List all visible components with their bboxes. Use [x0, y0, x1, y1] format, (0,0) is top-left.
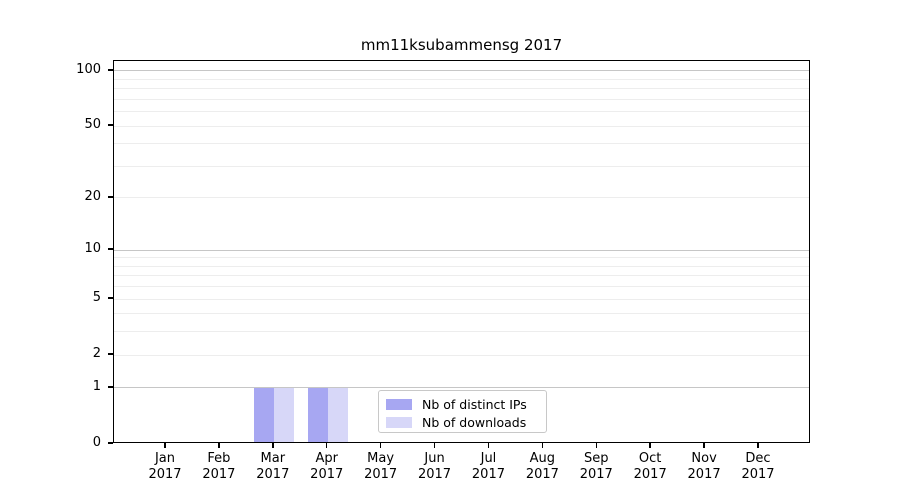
y-tick-mark	[108, 386, 113, 388]
bar-distinct-ips	[253, 387, 274, 442]
y-minor-gridline	[114, 165, 809, 167]
y-tick-mark	[108, 196, 113, 198]
bar-distinct-ips	[307, 387, 328, 442]
legend-swatch-downloads	[386, 417, 412, 428]
legend: Nb of distinct IPs Nb of downloads	[378, 390, 547, 433]
y-tick-mark	[108, 124, 113, 126]
y-minor-gridline	[114, 286, 809, 288]
x-tick-label: Jul 2017	[471, 451, 505, 482]
x-tick-label: Sep 2017	[579, 451, 613, 482]
x-tick-label: Oct 2017	[633, 451, 667, 482]
y-tick-mark	[108, 297, 113, 299]
y-minor-gridline	[114, 275, 809, 277]
legend-label: Nb of downloads	[422, 415, 527, 430]
y-minor-gridline	[114, 78, 809, 80]
x-tick-label: Nov 2017	[687, 451, 721, 482]
legend-label: Nb of distinct IPs	[422, 397, 527, 412]
x-tick-label: Dec 2017	[741, 451, 775, 482]
y-minor-gridline	[114, 143, 809, 145]
y-minor-gridline	[114, 313, 809, 315]
x-tick-mark	[379, 443, 382, 448]
y-minor-gridline	[114, 331, 809, 333]
legend-row: Nb of downloads	[386, 414, 538, 431]
x-tick-label: Mar 2017	[256, 451, 290, 482]
y-major-gridline	[114, 70, 809, 72]
y-tick-label: 50	[84, 117, 101, 133]
x-tick-mark	[541, 443, 544, 448]
x-tick-label: Jan 2017	[148, 451, 182, 482]
bar-downloads	[273, 387, 294, 442]
y-tick-mark	[108, 69, 113, 71]
y-major-gridline	[114, 387, 809, 389]
y-tick-mark	[108, 442, 113, 444]
y-tick-label: 2	[92, 346, 101, 362]
y-minor-gridline	[114, 98, 809, 100]
y-tick-label: 10	[84, 241, 101, 257]
y-tick-label: 5	[92, 290, 101, 306]
y-minor-gridline	[114, 265, 809, 267]
x-tick-label: Feb 2017	[202, 451, 236, 482]
y-minor-gridline	[114, 88, 809, 90]
x-tick-mark	[757, 443, 759, 448]
y-major-gridline	[114, 249, 809, 251]
y-tick-mark	[108, 248, 113, 250]
chart-title: mm11ksubammensg 2017	[360, 36, 563, 54]
x-tick-label: Jun 2017	[417, 451, 452, 482]
x-tick-mark	[595, 443, 598, 448]
x-tick-mark	[164, 443, 166, 448]
y-tick-label: 100	[76, 61, 101, 77]
y-tick-label: 1	[92, 378, 101, 394]
y-minor-gridline	[114, 111, 809, 113]
y-minor-gridline	[114, 197, 809, 199]
x-tick-mark	[703, 443, 705, 448]
x-tick-label: Apr 2017	[310, 451, 344, 482]
y-tick-label: 20	[84, 188, 101, 204]
legend-row: Nb of distinct IPs	[386, 396, 538, 413]
y-minor-gridline	[114, 125, 809, 127]
bar-downloads	[327, 387, 348, 442]
y-tick-mark	[108, 353, 113, 355]
y-minor-gridline	[114, 257, 809, 259]
x-tick-mark	[649, 443, 651, 448]
x-tick-mark	[433, 443, 436, 448]
y-tick-label: 0	[92, 435, 101, 450]
plot-area	[113, 60, 810, 443]
x-tick-mark	[325, 443, 328, 448]
x-tick-mark	[487, 443, 490, 448]
x-tick-label: May 2017	[364, 451, 398, 482]
y-minor-gridline	[114, 354, 809, 356]
x-tick-mark	[272, 443, 274, 448]
legend-swatch-distinct-ips	[386, 399, 412, 410]
x-tick-mark	[218, 443, 220, 448]
x-tick-label: Aug 2017	[525, 451, 559, 482]
y-minor-gridline	[114, 298, 809, 300]
